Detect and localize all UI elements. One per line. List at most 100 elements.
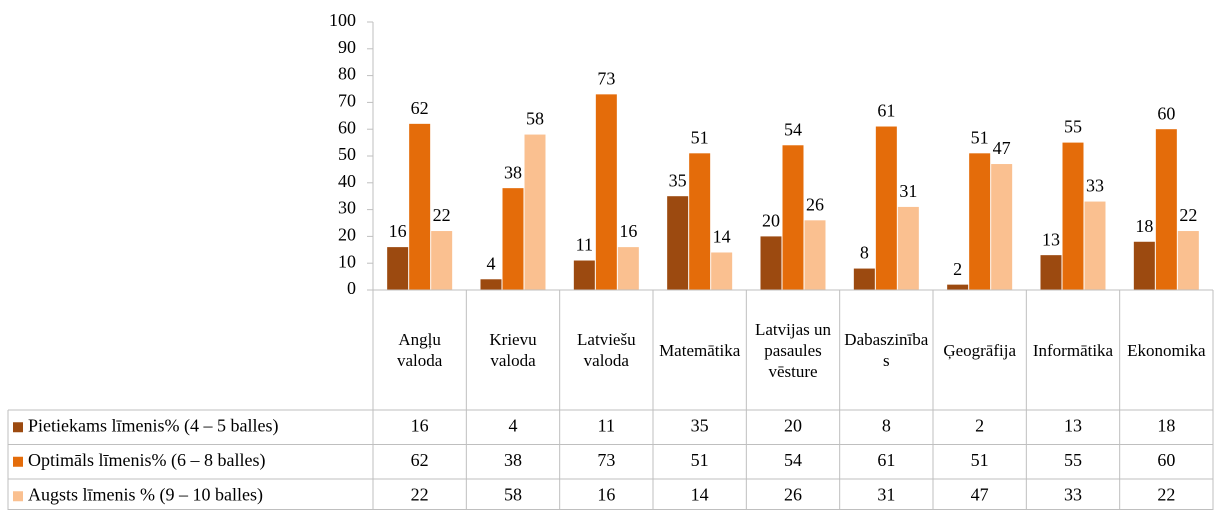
table-value: 58 — [504, 484, 522, 504]
table-value: 61 — [877, 450, 895, 470]
table-value: 14 — [691, 484, 709, 504]
data-label: 54 — [784, 119, 802, 139]
x-tick-label: Dabaszinības — [844, 330, 929, 370]
table-value: 11 — [598, 415, 615, 435]
bar — [595, 94, 617, 290]
data-label: 38 — [504, 162, 522, 182]
table-value: 16 — [411, 415, 429, 435]
table-value: 2 — [975, 415, 984, 435]
bar — [947, 284, 969, 290]
data-label: 35 — [669, 170, 687, 190]
bar — [1084, 201, 1106, 290]
bar — [617, 247, 639, 290]
data-label: 31 — [899, 181, 917, 201]
bar — [760, 236, 782, 290]
data-label: 22 — [433, 205, 451, 225]
y-tick-label: 80 — [338, 64, 356, 84]
bar — [875, 126, 897, 291]
data-label: 51 — [971, 127, 989, 147]
table-value: 13 — [1064, 415, 1082, 435]
bar — [853, 268, 875, 290]
bar — [804, 220, 826, 290]
table-value: 47 — [971, 484, 989, 504]
table-value: 51 — [691, 450, 709, 470]
bar — [969, 153, 991, 290]
y-tick-label: 100 — [329, 10, 356, 30]
table-value: 22 — [411, 484, 429, 504]
y-tick-label: 60 — [338, 117, 356, 137]
category-cell: Matemātika — [659, 340, 741, 360]
bar — [387, 247, 409, 290]
x-tick-label: Matemātika — [659, 340, 741, 360]
table-value: 4 — [509, 415, 518, 435]
table-value: 73 — [597, 450, 615, 470]
data-label: 8 — [860, 243, 869, 263]
data-label: 16 — [389, 221, 407, 241]
category-cell: Informātika — [1032, 340, 1114, 360]
category-cell: Ekonomika — [1127, 340, 1206, 360]
table-value: 8 — [882, 415, 891, 435]
legend-label: Pietiekams līmenis% (4 – 5 balles) — [28, 415, 278, 436]
category-cell: Latvijas un pasaules vēsture — [754, 319, 831, 381]
category-cell: Dabaszinības — [844, 330, 929, 370]
table-value: 35 — [691, 415, 709, 435]
data-label: 20 — [762, 211, 780, 231]
bar — [1155, 129, 1177, 290]
y-tick-label: 40 — [338, 171, 356, 191]
data-label: 73 — [597, 68, 615, 88]
data-label: 14 — [713, 227, 731, 247]
category-cell: Krievu valoda — [489, 330, 537, 370]
data-label: 13 — [1042, 229, 1060, 249]
data-label: 33 — [1086, 176, 1104, 196]
y-tick-label: 50 — [338, 144, 356, 164]
table-value: 16 — [597, 484, 615, 504]
x-tick-label: Informātika — [1032, 340, 1114, 360]
data-label: 62 — [411, 98, 429, 118]
bar — [1040, 255, 1062, 290]
legend-label: Augsts līmenis % (9 – 10 balles) — [28, 484, 263, 505]
data-label: 47 — [993, 138, 1011, 158]
category-cell: Latviešu valoda — [577, 330, 636, 370]
x-tick-label: Latvijas un pasaules vēsture — [754, 319, 831, 381]
table-value: 55 — [1064, 450, 1082, 470]
x-tick-label: Latviešu valoda — [577, 330, 636, 370]
bar — [480, 279, 502, 290]
y-tick-label: 10 — [338, 251, 356, 271]
bar — [991, 164, 1013, 290]
bar — [1062, 142, 1084, 290]
bar — [573, 260, 595, 290]
bar — [431, 231, 453, 290]
legend-swatch — [13, 422, 23, 433]
bar — [711, 252, 733, 290]
data-label: 51 — [691, 127, 709, 147]
data-label: 18 — [1135, 216, 1153, 236]
table-value: 54 — [784, 450, 802, 470]
data-label: 22 — [1179, 205, 1197, 225]
y-tick-label: 90 — [338, 37, 356, 57]
bar — [409, 123, 431, 290]
data-label: 61 — [877, 101, 895, 121]
bar — [667, 196, 689, 290]
legend-swatch — [13, 456, 23, 467]
table-value: 51 — [971, 450, 989, 470]
data-label: 16 — [619, 221, 637, 241]
bar — [689, 153, 711, 290]
data-label: 26 — [806, 194, 824, 214]
y-tick-label: 0 — [347, 278, 356, 298]
y-tick-label: 70 — [338, 91, 356, 111]
table-value: 33 — [1064, 484, 1082, 504]
y-tick-label: 20 — [338, 225, 356, 245]
category-cell: Ģeogrāfija — [943, 341, 1016, 360]
x-tick-label: Ekonomika — [1127, 340, 1206, 360]
bar — [524, 134, 546, 290]
y-tick-label: 30 — [338, 198, 356, 218]
legend-swatch — [13, 491, 23, 502]
data-label: 55 — [1064, 117, 1082, 137]
data-label: 58 — [526, 109, 544, 129]
table-value: 20 — [784, 415, 802, 435]
data-label: 60 — [1157, 103, 1175, 123]
x-tick-label: Krievu valoda — [489, 330, 537, 370]
data-label: 11 — [576, 235, 593, 255]
bar — [1133, 241, 1155, 290]
x-tick-label: Angļu valoda — [397, 330, 443, 370]
